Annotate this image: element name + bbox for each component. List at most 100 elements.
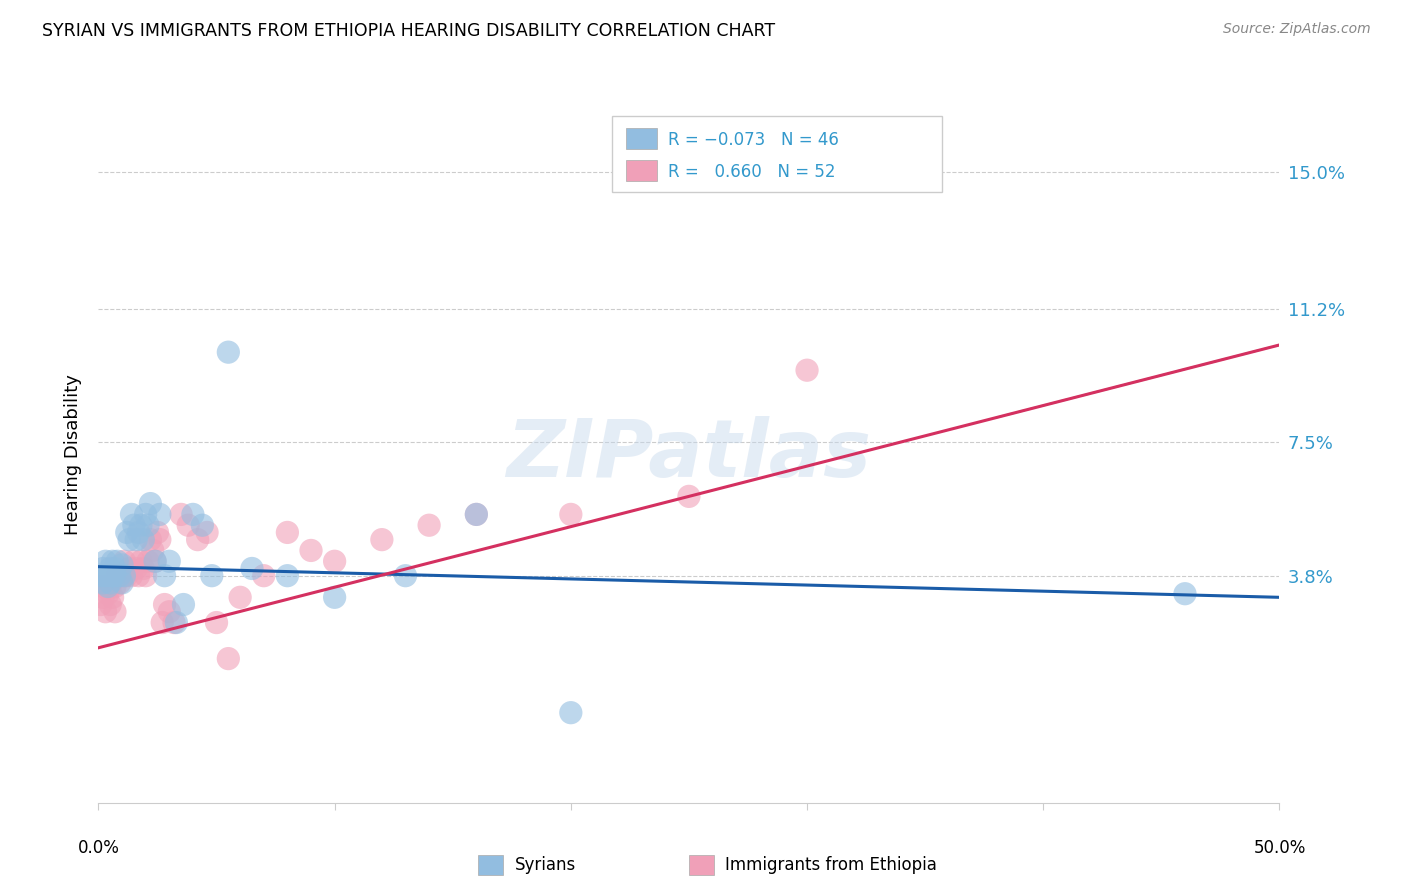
Point [229, 591, 252, 605]
Point [108, 568, 131, 582]
Point [125, 533, 148, 547]
Point [240, 561, 263, 575]
Point [170, 508, 193, 522]
Text: Syrians: Syrians [515, 856, 576, 874]
Point [276, 568, 298, 582]
Point [129, 518, 152, 533]
Point [98, 561, 121, 575]
Point [90, 568, 112, 582]
Point [94, 568, 117, 582]
Point [276, 525, 298, 540]
Point [135, 508, 157, 522]
Point [111, 558, 134, 572]
Text: Source: ZipAtlas.com: Source: ZipAtlas.com [1223, 22, 1371, 37]
Point [98, 580, 121, 594]
Point [91, 580, 114, 594]
Point [143, 554, 166, 568]
Point [205, 615, 228, 630]
Point [139, 533, 162, 547]
Point [104, 580, 127, 594]
Point [371, 533, 394, 547]
Point [128, 568, 150, 582]
Point [299, 543, 322, 558]
Point [91, 575, 114, 590]
Point [181, 508, 204, 522]
Point [172, 598, 194, 612]
Point [94, 568, 117, 582]
Point [112, 568, 135, 582]
Point [104, 561, 127, 575]
Point [121, 508, 143, 522]
Point [418, 518, 440, 533]
Point [105, 568, 128, 582]
Point [98, 575, 121, 590]
Point [678, 489, 700, 503]
Point [121, 568, 143, 582]
Point [125, 561, 148, 575]
Point [115, 568, 138, 582]
Point [129, 554, 152, 568]
Point [118, 533, 141, 547]
Point [323, 591, 346, 605]
Point [465, 508, 488, 522]
Text: 50.0%: 50.0% [1253, 838, 1306, 857]
Point [465, 508, 488, 522]
Point [139, 497, 162, 511]
Point [394, 568, 416, 582]
Point [177, 518, 200, 533]
Text: 0.0%: 0.0% [77, 838, 120, 857]
Point [149, 508, 172, 522]
Point [132, 561, 155, 575]
Point [97, 580, 120, 594]
Point [560, 508, 582, 522]
Point [101, 568, 124, 582]
Point [91, 561, 114, 575]
Point [253, 568, 276, 582]
Point [115, 525, 138, 540]
Point [201, 568, 224, 582]
Point [217, 345, 239, 359]
Point [118, 561, 141, 575]
Y-axis label: Hearing Disability: Hearing Disability [65, 375, 83, 535]
Point [94, 554, 117, 568]
Point [191, 518, 214, 533]
Point [217, 651, 239, 665]
Point [1174, 587, 1197, 601]
Point [323, 554, 346, 568]
Point [104, 605, 127, 619]
Text: SYRIAN VS IMMIGRANTS FROM ETHIOPIA HEARING DISABILITY CORRELATION CHART: SYRIAN VS IMMIGRANTS FROM ETHIOPIA HEARI… [42, 22, 775, 40]
Point [150, 615, 173, 630]
Point [796, 363, 818, 377]
Point [136, 518, 159, 533]
Point [560, 706, 582, 720]
Point [195, 525, 218, 540]
Point [111, 575, 134, 590]
Point [105, 554, 128, 568]
Point [142, 543, 165, 558]
Point [108, 575, 131, 590]
Point [104, 568, 127, 582]
Point [165, 615, 187, 630]
Point [149, 533, 172, 547]
Point [163, 615, 186, 630]
Point [157, 605, 180, 619]
Point [157, 554, 180, 568]
Point [91, 591, 114, 605]
Point [112, 554, 135, 568]
Point [97, 568, 120, 582]
Point [132, 533, 155, 547]
Point [153, 598, 176, 612]
Point [128, 525, 150, 540]
Point [90, 598, 112, 612]
Point [101, 591, 124, 605]
Point [101, 554, 124, 568]
Text: Immigrants from Ethiopia: Immigrants from Ethiopia [725, 856, 938, 874]
Point [94, 605, 117, 619]
Text: R =   0.660   N = 52: R = 0.660 N = 52 [668, 163, 835, 181]
Text: ZIPatlas: ZIPatlas [506, 416, 872, 494]
Point [98, 598, 121, 612]
Point [136, 554, 159, 568]
Point [122, 554, 145, 568]
Point [135, 568, 157, 582]
Text: R = −0.073   N = 46: R = −0.073 N = 46 [668, 131, 839, 149]
